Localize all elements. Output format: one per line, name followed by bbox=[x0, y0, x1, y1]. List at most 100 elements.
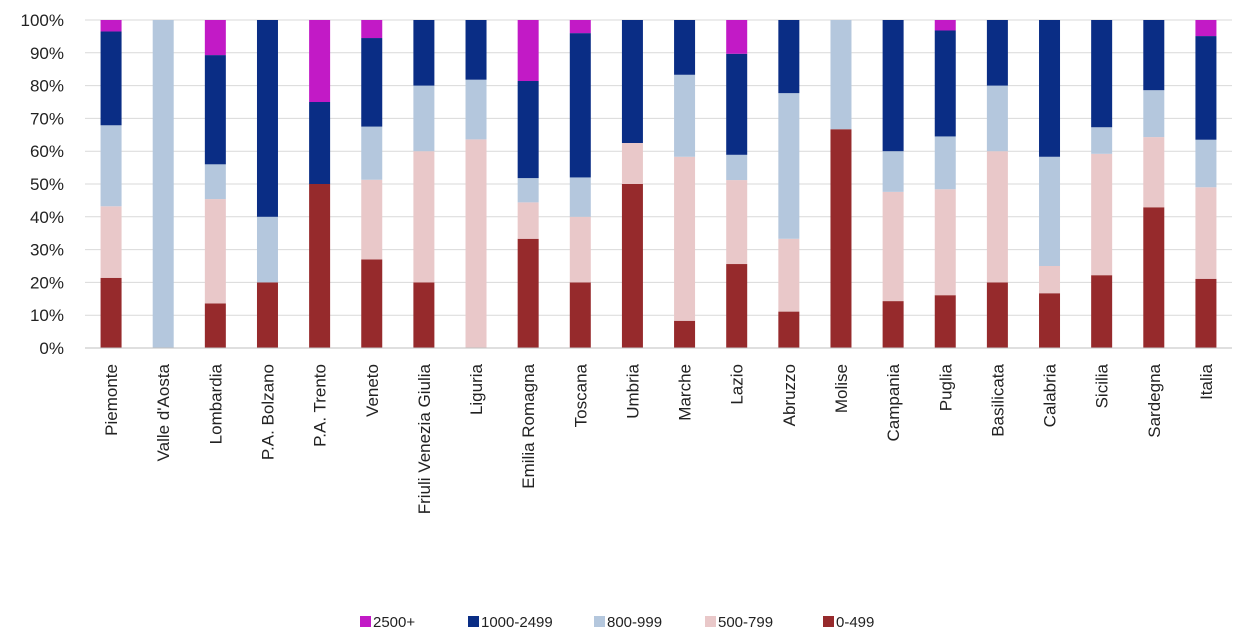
bar-segment-500-799 bbox=[1091, 153, 1113, 276]
x-category-label: Lombardia bbox=[206, 363, 225, 444]
x-category-label: Lazio bbox=[728, 364, 747, 405]
x-category-label: Emilia Romagna bbox=[519, 363, 538, 488]
bar-segment-2500- bbox=[361, 20, 383, 39]
bar-segment-0-499 bbox=[674, 320, 696, 348]
bar-segment-1000-2499 bbox=[674, 20, 696, 75]
x-category-label: Abruzzo bbox=[780, 364, 799, 426]
bar-segment-0-499 bbox=[1039, 293, 1061, 348]
y-tick-label: 0% bbox=[39, 339, 64, 358]
x-category-label: Umbria bbox=[623, 363, 642, 418]
y-tick-label: 40% bbox=[30, 208, 64, 227]
bar-segment-500-799 bbox=[517, 202, 539, 239]
bar-segment-1000-2499 bbox=[726, 53, 748, 155]
bar-segment-500-799 bbox=[934, 189, 956, 296]
bar-segment-500-799 bbox=[1039, 266, 1061, 294]
x-category-label: Friuli Venezia Giulia bbox=[415, 363, 434, 514]
bar-segment-0-499 bbox=[882, 301, 904, 348]
bar-segment-500-799 bbox=[361, 179, 383, 260]
bar-segment-800-999 bbox=[152, 20, 174, 348]
bar-segment-0-499 bbox=[986, 282, 1008, 348]
bar-segment-800-999 bbox=[778, 93, 800, 239]
bar-segment-2500- bbox=[569, 20, 591, 34]
bar-segment-0-499 bbox=[1091, 275, 1113, 348]
legend-label: 800-999 bbox=[607, 614, 662, 631]
bar-segment-500-799 bbox=[726, 180, 748, 265]
bar-segment-1000-2499 bbox=[1143, 20, 1165, 91]
bar-segment-1000-2499 bbox=[465, 20, 487, 80]
bar-segment-800-999 bbox=[726, 154, 748, 181]
x-category-label: Molise bbox=[832, 364, 851, 413]
bar-segment-0-499 bbox=[413, 282, 435, 348]
bar-segment-500-799 bbox=[1143, 137, 1165, 208]
legend-label: 1000-2499 bbox=[481, 614, 553, 631]
bar-segment-1000-2499 bbox=[986, 20, 1008, 86]
bar-segment-800-999 bbox=[517, 178, 539, 203]
bar-segment-800-999 bbox=[1091, 127, 1113, 154]
bar-segment-2500- bbox=[726, 20, 748, 54]
bar-segment-0-499 bbox=[726, 264, 748, 348]
y-tick-label: 50% bbox=[30, 175, 64, 194]
bar-segment-0-499 bbox=[517, 238, 539, 348]
x-category-label: Toscana bbox=[571, 363, 590, 427]
bar-segment-0-499 bbox=[569, 282, 591, 348]
y-tick-label: 70% bbox=[30, 109, 64, 128]
y-tick-label: 60% bbox=[30, 142, 64, 161]
bar-segment-800-999 bbox=[1143, 90, 1165, 138]
bar-segment-800-999 bbox=[674, 74, 696, 157]
bar-segment-1000-2499 bbox=[204, 55, 226, 165]
bar-segment-500-799 bbox=[882, 191, 904, 302]
bar-segment-500-799 bbox=[204, 199, 226, 304]
bar-segment-1000-2499 bbox=[256, 20, 278, 217]
bar-segment-500-799 bbox=[100, 206, 122, 278]
bar-segment-500-799 bbox=[674, 156, 696, 321]
y-tick-label: 30% bbox=[30, 241, 64, 260]
legend-swatch bbox=[705, 616, 716, 627]
x-category-label: Italia bbox=[1197, 363, 1216, 399]
y-axis-ticks: 0% 10% 20% 30% 40% 50% 60% 70% 80% 90% 100% bbox=[21, 11, 64, 358]
bar-segment-800-999 bbox=[1039, 156, 1061, 266]
legend-label: 500-799 bbox=[718, 614, 773, 631]
bar-segment-1000-2499 bbox=[621, 20, 643, 143]
bar-segment-1000-2499 bbox=[517, 81, 539, 179]
legend-label: 0-499 bbox=[836, 614, 874, 631]
bar-segment-0-499 bbox=[1143, 207, 1165, 348]
x-category-label: Marche bbox=[676, 364, 695, 421]
bar-segment-0-499 bbox=[204, 303, 226, 348]
bar-segment-1000-2499 bbox=[361, 38, 383, 127]
bar-segment-2500- bbox=[1195, 20, 1217, 37]
bar-segment-2500- bbox=[204, 20, 226, 56]
bar-segment-1000-2499 bbox=[934, 30, 956, 137]
bar-segment-0-499 bbox=[621, 184, 643, 348]
bar-segment-800-999 bbox=[986, 85, 1008, 152]
legend-swatch bbox=[360, 616, 371, 627]
legend-swatch bbox=[594, 616, 605, 627]
x-category-label: Valle d'Aosta bbox=[154, 363, 173, 461]
bar-segment-2500- bbox=[934, 20, 956, 31]
x-category-label: Liguria bbox=[467, 363, 486, 415]
bar-segment-1000-2499 bbox=[569, 33, 591, 178]
x-category-label: P.A. Trento bbox=[311, 364, 330, 447]
bar-segment-800-999 bbox=[830, 20, 852, 130]
legend: 2500+ 1000-2499 800-999 500-799 0-499 bbox=[360, 614, 874, 631]
bar-segment-2500- bbox=[517, 20, 539, 82]
bar-segment-1000-2499 bbox=[1091, 20, 1113, 128]
x-category-label: Piemonte bbox=[102, 364, 121, 436]
y-tick-label: 90% bbox=[30, 44, 64, 63]
bar-segment-500-799 bbox=[621, 143, 643, 184]
bar-segment-800-999 bbox=[100, 125, 122, 207]
bar-segment-800-999 bbox=[882, 151, 904, 192]
bar-segment-1000-2499 bbox=[309, 102, 331, 184]
x-axis-category-labels: Piemonte Valle d'Aosta Lombardia P.A. Bolza… bbox=[102, 363, 1216, 514]
bar-segment-0-499 bbox=[100, 277, 122, 348]
bar-segment-2500- bbox=[100, 20, 122, 32]
bar-segment-800-999 bbox=[204, 164, 226, 200]
bar-segment-0-499 bbox=[778, 311, 800, 348]
x-category-label: Calabria bbox=[1041, 363, 1060, 427]
bar-segment-1000-2499 bbox=[882, 20, 904, 152]
bar-segment-800-999 bbox=[465, 79, 487, 140]
bar-segment-500-799 bbox=[413, 151, 435, 283]
bar-segment-1000-2499 bbox=[1039, 20, 1061, 157]
x-category-label: Basilicata bbox=[988, 363, 1007, 436]
bar-segment-800-999 bbox=[256, 216, 278, 283]
